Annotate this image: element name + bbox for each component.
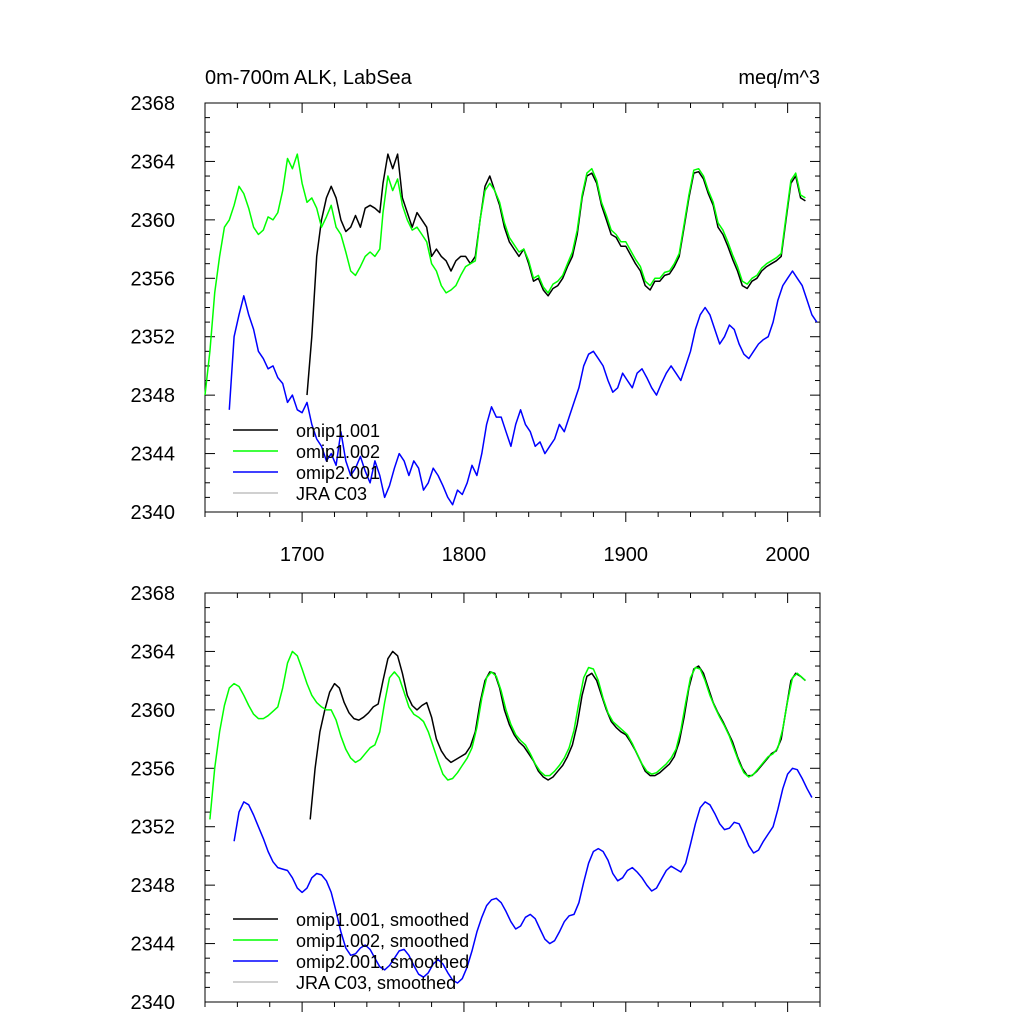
x-tick-label: 2000	[765, 544, 810, 566]
x-tick-label: 1800	[442, 544, 487, 566]
y-tick-label: 2368	[131, 93, 176, 115]
y-tick-label: 2360	[131, 700, 176, 722]
y-tick-label: 2368	[131, 583, 176, 605]
legend-label: omip2.001	[296, 463, 380, 483]
series-line-1	[209, 650, 806, 820]
x-tick-label: 1700	[280, 544, 325, 566]
legend-label: omip1.001, smoothed	[296, 910, 469, 930]
legend-label: JRA C03	[296, 484, 367, 504]
series-line-2	[233, 767, 813, 984]
y-tick-label: 2340	[131, 992, 176, 1014]
chart-title: 0m-700m ALK, LabSea	[205, 67, 413, 89]
y-tick-label: 2356	[131, 268, 176, 290]
x-tick-label: 1900	[604, 544, 649, 566]
legend-label: omip2.001, smoothed	[296, 952, 469, 972]
plot-area-top: 2340 2344 2348 2352 2356 2360 2364 2368 1700 1800…	[131, 93, 821, 566]
y-tick-label: 2348	[131, 385, 176, 407]
units-label: meq/m^3	[738, 67, 820, 89]
legend-label: omip1.001	[296, 421, 380, 441]
y-tick-label: 2360	[131, 210, 176, 232]
legend-label: omip1.002	[296, 442, 380, 462]
y-tick-label: 2348	[131, 875, 176, 897]
series-line-0	[306, 153, 806, 396]
y-tick-label: 2344	[131, 444, 176, 466]
series-line-2	[228, 270, 818, 506]
y-tick-label: 2352	[131, 327, 176, 349]
y-tick-label: 2364	[131, 151, 176, 173]
plot-area-bottom: 2340 2344 2348 2352 2356 2360 2364 2368 omip1.00…	[131, 583, 821, 1014]
legend-label: JRA C03, smoothed	[296, 973, 456, 993]
series-line-0	[309, 650, 806, 820]
series-line-1	[204, 153, 806, 396]
y-tick-label: 2356	[131, 758, 176, 780]
legend-label: omip1.002, smoothed	[296, 931, 469, 951]
y-tick-label: 2352	[131, 817, 176, 839]
panel-bottom: 2340 2344 2348 2352 2356 2360 2364 2368 omip1.00…	[131, 583, 821, 1014]
y-tick-label: 2364	[131, 641, 176, 663]
panel-top: 0m-700m ALK, LabSea meq/m^3 2340 2344 2348…	[131, 67, 821, 566]
y-tick-label: 2340	[131, 502, 176, 524]
y-tick-label: 2344	[131, 934, 176, 956]
